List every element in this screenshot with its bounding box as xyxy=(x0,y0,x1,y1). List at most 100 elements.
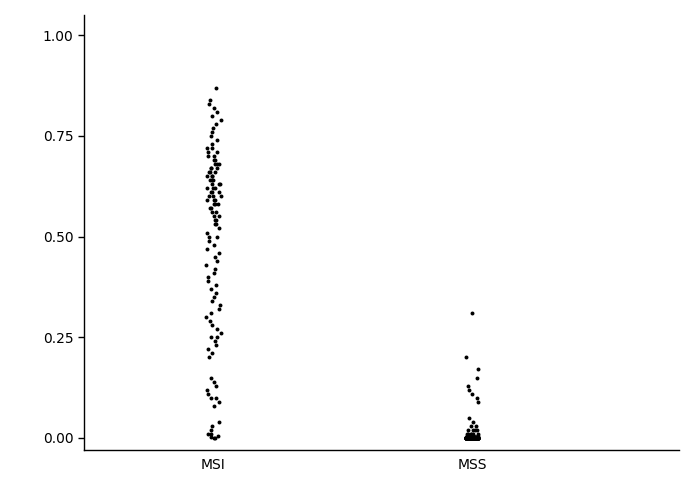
Point xyxy=(470,432,481,440)
Point xyxy=(209,104,220,112)
Point xyxy=(206,128,217,136)
Point xyxy=(204,354,215,362)
Point xyxy=(205,374,216,382)
Point xyxy=(461,434,472,442)
Point xyxy=(206,112,218,120)
Point xyxy=(466,434,477,442)
Point xyxy=(466,434,477,442)
Point xyxy=(461,434,472,442)
Point xyxy=(463,434,474,442)
Point xyxy=(211,84,222,92)
Point xyxy=(466,434,477,442)
Point xyxy=(209,200,220,208)
Point xyxy=(463,434,474,442)
Point xyxy=(466,434,477,442)
Point xyxy=(213,224,224,232)
Point xyxy=(466,434,477,442)
Point xyxy=(206,309,217,317)
Point xyxy=(207,192,218,200)
Point xyxy=(208,156,219,164)
Point xyxy=(202,273,214,281)
Point xyxy=(461,434,472,442)
Point xyxy=(473,366,484,374)
Point xyxy=(468,426,479,434)
Point xyxy=(211,289,222,297)
Point xyxy=(209,200,220,208)
Point xyxy=(464,432,475,440)
Point xyxy=(473,434,484,442)
Point xyxy=(463,434,474,442)
Point xyxy=(214,180,225,188)
Point xyxy=(208,176,219,184)
Point xyxy=(469,434,480,442)
Point xyxy=(206,172,218,180)
Point xyxy=(210,394,221,402)
Point xyxy=(461,434,472,442)
Point xyxy=(469,434,480,442)
Point xyxy=(463,382,474,390)
Point xyxy=(466,434,477,442)
Point xyxy=(203,148,214,156)
Point xyxy=(461,434,472,442)
Point xyxy=(466,434,477,442)
Point xyxy=(472,434,483,442)
Point xyxy=(212,232,223,240)
Point xyxy=(468,434,479,442)
Point xyxy=(208,378,219,386)
Point xyxy=(460,354,471,362)
Point xyxy=(208,212,219,220)
Point xyxy=(205,285,216,293)
Point xyxy=(464,434,475,442)
Point xyxy=(209,216,220,224)
Point xyxy=(205,433,216,441)
Point xyxy=(204,100,215,108)
Point xyxy=(461,434,472,442)
Point xyxy=(464,386,475,394)
Point xyxy=(214,301,225,309)
Point xyxy=(211,164,223,172)
Point xyxy=(470,434,481,442)
Point xyxy=(462,434,473,442)
Point xyxy=(202,277,214,285)
Point xyxy=(209,402,220,409)
Point xyxy=(468,434,479,442)
Point xyxy=(204,204,216,212)
Point xyxy=(204,317,216,325)
Point xyxy=(201,144,212,152)
Point xyxy=(214,160,225,168)
Point xyxy=(470,434,482,442)
Point xyxy=(211,325,222,333)
Point xyxy=(463,434,474,442)
Point xyxy=(471,434,482,442)
Point xyxy=(470,434,481,442)
Point xyxy=(205,132,216,140)
Point xyxy=(209,434,220,442)
Point xyxy=(463,430,474,438)
Point xyxy=(211,208,222,216)
Point xyxy=(465,434,476,442)
Point xyxy=(465,434,476,442)
Point xyxy=(468,434,480,442)
Point xyxy=(472,434,483,442)
Point xyxy=(211,120,222,128)
Point xyxy=(472,434,483,442)
Point xyxy=(465,434,476,442)
Point xyxy=(204,96,216,104)
Point xyxy=(209,269,220,277)
Point xyxy=(461,432,472,440)
Point xyxy=(468,434,480,442)
Point xyxy=(464,434,475,442)
Point xyxy=(461,434,472,442)
Point xyxy=(461,434,472,442)
Point xyxy=(215,116,226,124)
Point xyxy=(462,434,473,442)
Point xyxy=(466,434,477,442)
Point xyxy=(470,434,482,442)
Point xyxy=(461,434,472,442)
Point xyxy=(470,433,482,441)
Point xyxy=(471,433,482,441)
Point xyxy=(463,433,475,441)
Point xyxy=(465,434,476,442)
Point xyxy=(206,297,217,305)
Point xyxy=(472,432,483,440)
